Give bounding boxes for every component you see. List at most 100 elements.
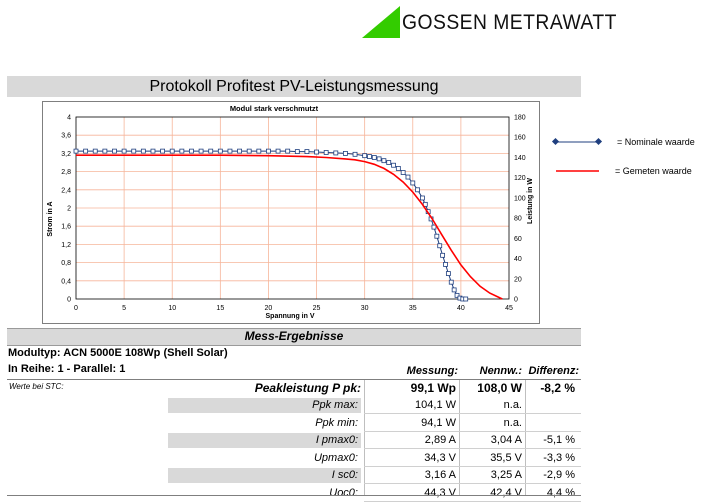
x-tick-label: 5 — [122, 305, 126, 312]
result-label: Uoc0: — [329, 486, 358, 499]
y-right-tick-label: 80 — [514, 216, 522, 223]
result-nominal: 3,25 A — [490, 469, 522, 481]
data-point-nominal — [405, 174, 411, 180]
result-row-label-shade — [168, 398, 361, 413]
y-right-tick-label: 160 — [514, 135, 526, 142]
x-tick-label: 35 — [409, 305, 417, 312]
y-right-tick-label: 120 — [514, 175, 526, 182]
chart-title: Modul stark verschmutzt — [230, 104, 319, 113]
peak-power-label: Peakleistung P pk: — [254, 381, 361, 395]
data-point-nominal — [189, 148, 194, 154]
x-tick-label: 45 — [505, 305, 513, 312]
x-tick-label: 40 — [457, 305, 465, 312]
data-point-nominal — [376, 156, 382, 162]
data-point-nominal — [169, 148, 175, 154]
data-point-nominal — [275, 148, 281, 154]
results-header: Mess-Ergebnisse — [244, 329, 344, 343]
result-nominal: n.a. — [503, 416, 522, 429]
report-title-bar — [7, 76, 581, 97]
results-header-bar — [7, 328, 581, 346]
col-header-nominal: Nennw.: — [479, 365, 522, 377]
data-point-nominal — [217, 148, 223, 154]
result-label: Ppk max: — [312, 399, 358, 411]
result-nominal: 42,4 V — [490, 486, 522, 499]
series-line-nominal — [76, 150, 466, 300]
data-point-nominal — [431, 224, 437, 230]
plot-area-border — [75, 116, 510, 300]
y-left-tick-label: 1,6 — [61, 224, 71, 231]
iv-curve-chart: Modul stark verschmutzt 0 5 10 15 20 25 30 35 40… — [47, 104, 534, 320]
data-point-nominal — [381, 158, 387, 164]
data-point-nominal — [92, 148, 98, 154]
result-diff: -5,1 % — [543, 434, 575, 446]
data-point-nominal — [140, 148, 146, 154]
peak-power-measured: 99,1 Wp — [410, 381, 456, 395]
y-left-tick-label: 0,8 — [61, 260, 71, 267]
y-left-tick-label: 3,6 — [61, 133, 71, 140]
data-point-nominal — [227, 148, 233, 154]
result-label: I pmax0: — [315, 434, 358, 446]
chart-legend: = Nominale waarde = Gemeten waarde — [551, 137, 695, 176]
row-separator — [364, 500, 581, 502]
chart-axes: 0 5 10 15 20 25 30 35 40 4500,40,81,21,622,42,83,… — [61, 115, 526, 313]
data-point-nominal — [451, 287, 457, 293]
report-title: Protokoll Profitest PV-Leistungsmessung — [149, 78, 439, 95]
data-point-nominal — [371, 155, 377, 160]
data-point-nominal — [410, 180, 416, 186]
col-header-diff: Differenz: — [528, 365, 579, 377]
y-axis-left-label: Strom in A — [47, 201, 54, 236]
x-axis-label: Spannung in V — [266, 313, 315, 320]
result-label: Ppk min: — [315, 416, 358, 429]
results-bottom-line — [7, 495, 581, 496]
stc-note: Werte bei STC: — [9, 382, 64, 391]
column-separator — [364, 380, 365, 495]
y-left-tick-label: 1,2 — [61, 242, 71, 249]
y-left-tick-label: 0,4 — [61, 278, 71, 285]
data-point-nominal — [419, 195, 425, 201]
result-nominal: n.a. — [503, 399, 522, 411]
data-point-nominal — [131, 148, 137, 154]
result-measured: 44,3 V — [424, 486, 456, 499]
data-point-nominal — [246, 148, 252, 154]
peak-power-diff: -8,2 % — [540, 381, 575, 395]
result-nominal: 35,5 V — [490, 451, 522, 464]
data-point-nominal — [443, 262, 448, 267]
row-separator — [364, 413, 581, 414]
data-point-nominal — [256, 148, 262, 154]
x-tick-label: 30 — [361, 305, 369, 312]
result-label: Upmax0: — [313, 451, 358, 464]
row-separator — [364, 483, 581, 484]
result-measured: 34,3 V — [424, 451, 456, 464]
module-type: Modultyp: ACN 5000E 108Wp (Shell Solar) — [8, 347, 228, 359]
data-point-nominal — [454, 292, 460, 298]
y-left-tick-label: 3,2 — [61, 151, 71, 158]
y-right-tick-label: 100 — [514, 195, 526, 202]
x-tick-label: 15 — [216, 305, 224, 312]
series-line-measured — [76, 154, 503, 300]
data-point-nominal — [73, 148, 79, 154]
data-point-nominal — [102, 148, 108, 154]
data-point-nominal — [208, 148, 214, 154]
result-measured: 104,1 W — [415, 399, 456, 411]
data-point-nominal — [160, 148, 165, 154]
data-point-nominal — [237, 148, 242, 154]
gossen-logo-triangle-icon — [362, 6, 400, 38]
column-separator — [459, 380, 460, 495]
y-left-tick-label: 4 — [67, 115, 71, 122]
chart-series — [73, 148, 503, 302]
data-point-nominal — [445, 271, 451, 276]
result-measured: 94,1 W — [421, 416, 456, 429]
chart-grid — [76, 117, 509, 299]
row-separator — [364, 430, 581, 432]
column-separator — [525, 380, 526, 495]
result-row-label-shade — [168, 433, 361, 448]
result-row-label-shade — [168, 468, 361, 483]
data-point-nominal — [150, 148, 156, 154]
y-left-tick-label: 2,4 — [61, 187, 71, 194]
data-point-nominal — [395, 166, 401, 171]
data-point-nominal — [415, 187, 420, 193]
result-diff: -2,9 % — [543, 469, 575, 481]
y-right-tick-label: 40 — [514, 256, 522, 263]
data-point-nominal — [83, 148, 89, 154]
data-point-nominal — [112, 148, 117, 154]
